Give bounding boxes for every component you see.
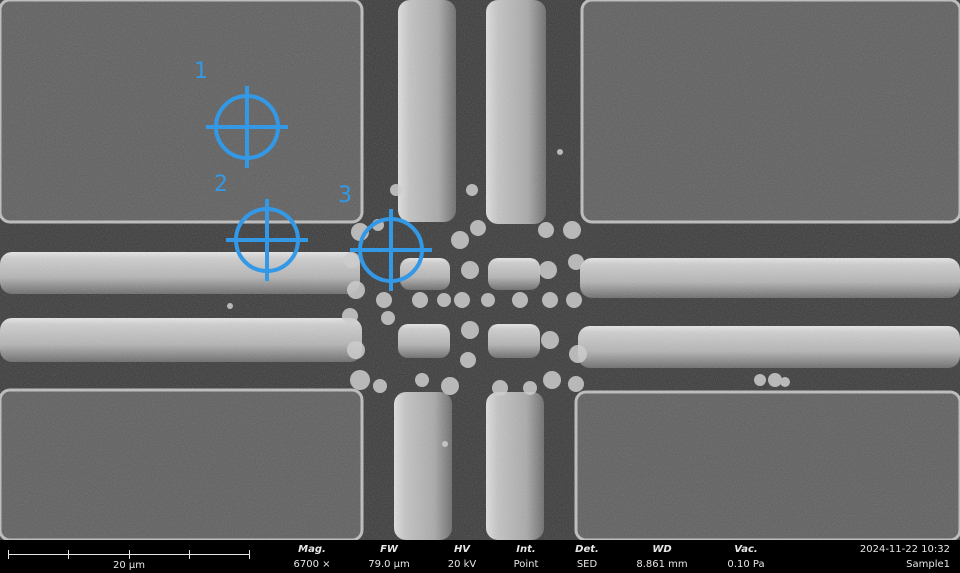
marker-2[interactable]: 2: [214, 172, 308, 281]
timestamp: 2024-11-22 10:32: [859, 544, 950, 555]
param-key: HV: [453, 544, 471, 555]
param-key: Mag.: [298, 544, 326, 555]
marker-overlay: 1 2 3: [194, 59, 432, 291]
param-value: SED: [576, 559, 598, 570]
marker-2-label: 2: [214, 172, 228, 197]
param-value: 8.861 mm: [636, 559, 688, 570]
scale-tick: [8, 550, 9, 559]
param-value: 20 kV: [447, 559, 477, 570]
scale-tick: [189, 550, 190, 559]
param-key: FW: [380, 544, 398, 555]
crosshair-icon: [226, 199, 308, 281]
param-detector: Det. SED: [552, 544, 622, 572]
param-key: Det.: [575, 544, 599, 555]
param-high-voltage: HV 20 kV: [427, 544, 497, 572]
param-value: 0.10 Pa: [727, 559, 765, 570]
marker-1-label: 1: [194, 59, 208, 84]
param-value: Point: [513, 559, 539, 570]
scale-bar: 20 µm: [8, 544, 250, 571]
param-key: WD: [652, 544, 672, 555]
param-value: 6700 ×: [293, 559, 331, 570]
param-vacuum: Vac. 0.10 Pa: [711, 544, 781, 572]
marker-3[interactable]: 3: [338, 183, 432, 291]
sample-name: Sample1: [906, 559, 950, 570]
param-value: 79.0 µm: [368, 559, 410, 570]
sem-micrograph: [0, 0, 960, 540]
param-magnification: Mag. 6700 ×: [277, 544, 347, 572]
param-field-width: FW 79.0 µm: [354, 544, 424, 572]
scale-tick: [129, 550, 130, 559]
param-working-distance: WD 8.861 mm: [627, 544, 697, 572]
scale-tick: [249, 550, 250, 559]
param-intensity: Int. Point: [491, 544, 561, 572]
crosshair-icon: [350, 209, 432, 291]
marker-3-label: 3: [338, 183, 352, 208]
param-key: Int.: [516, 544, 536, 555]
marker-1[interactable]: 1: [194, 59, 288, 168]
param-key: Vac.: [734, 544, 758, 555]
info-bar: 20 µm Mag. 6700 × FW 79.0 µm HV 20 kV In…: [0, 540, 960, 573]
sem-image-viewport[interactable]: 1 2 3: [0, 0, 960, 540]
crosshair-icon: [206, 86, 288, 168]
scale-bar-label: 20 µm: [112, 560, 145, 571]
acquisition-info: 2024-11-22 10:32 Sample1: [860, 544, 950, 572]
scale-tick: [68, 550, 69, 559]
